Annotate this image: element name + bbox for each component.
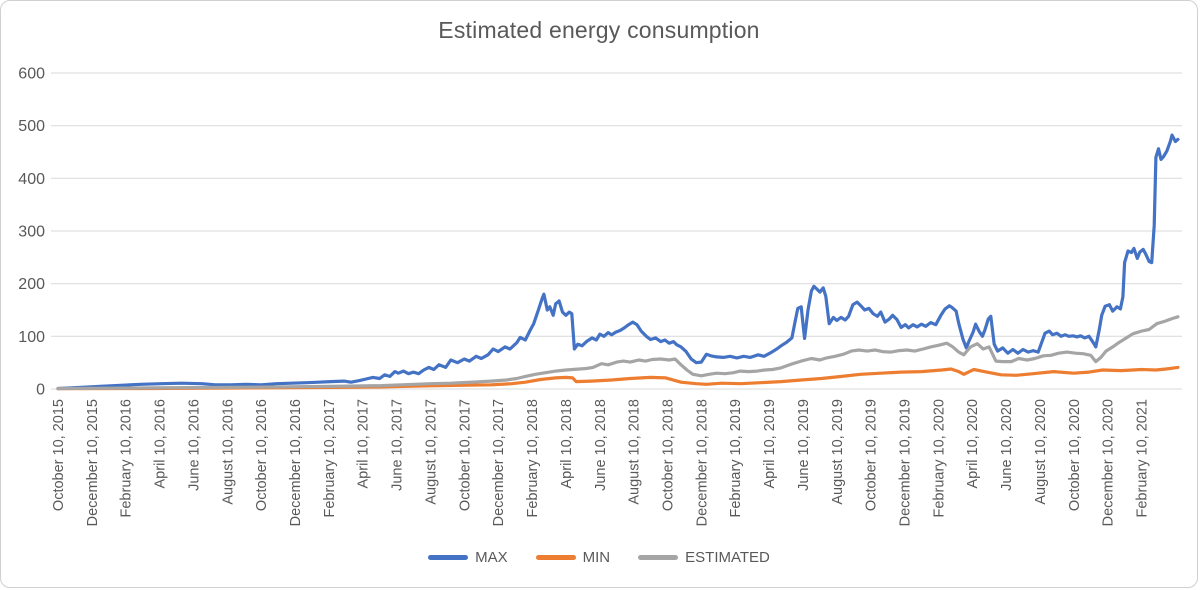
series-line-max	[56, 133, 1180, 391]
y-gridlines	[51, 72, 1182, 390]
x-tick-label: October 10, 2018	[661, 399, 677, 511]
x-tick-label: December 10, 2018	[694, 399, 710, 526]
x-tick-label: August 10, 2018	[627, 399, 643, 505]
x-tick-label: October 10, 2015	[51, 399, 67, 511]
x-tick-label: February 10, 2017	[322, 399, 338, 518]
legend-label: ESTIMATED	[685, 549, 770, 566]
legend-line-swatch-min	[535, 555, 576, 560]
legend-item-estimated: ESTIMATED	[638, 549, 770, 566]
x-tick-label: June 10, 2019	[796, 399, 812, 491]
y-tick-label: 0	[36, 382, 45, 399]
y-tick-label: 400	[18, 171, 45, 188]
y-tick-label: 200	[18, 276, 45, 293]
x-tick-label: April 10, 2016	[153, 399, 169, 488]
legend-line-swatch-estimated	[638, 555, 679, 560]
legend-label: MIN	[582, 549, 611, 566]
x-tick-label: April 10, 2018	[559, 399, 575, 488]
x-tick-label: June 10, 2017	[390, 399, 406, 491]
chart-title: Estimated energy consumption	[438, 17, 760, 43]
x-tick-label: October 10, 2020	[1067, 399, 1083, 511]
y-axis-labels: 0 100 200 300 400 500 600	[18, 66, 45, 399]
x-tick-label: February 10, 2016	[119, 399, 135, 518]
x-tick-label: April 10, 2017	[356, 399, 372, 488]
x-axis-labels: October 10, 2015 December 10, 2015 Februar…	[51, 399, 1151, 526]
x-tick-label: December 10, 2019	[898, 399, 914, 526]
series-line-min	[56, 365, 1180, 391]
legend-line-swatch-max	[428, 555, 469, 560]
x-tick-label: October 10, 2016	[254, 399, 270, 511]
x-tick-label: August 10, 2017	[424, 399, 440, 505]
series-line-estimated	[56, 315, 1180, 391]
x-tick-label: April 10, 2019	[762, 399, 778, 488]
x-tick-label: June 10, 2020	[999, 399, 1015, 491]
x-tick-label: December 10, 2017	[491, 399, 507, 526]
x-tick-label: June 10, 2018	[593, 399, 609, 491]
legend-item-max: MAX	[428, 549, 508, 566]
x-tick-label: October 10, 2019	[864, 399, 880, 511]
x-tick-label: April 10, 2020	[965, 399, 981, 488]
legend-label: MAX	[475, 549, 508, 566]
legend-item-min: MIN	[535, 549, 611, 566]
x-tick-label: August 10, 2020	[1033, 399, 1049, 505]
y-tick-label: 300	[18, 224, 45, 241]
legend: MAX MIN ESTIMATED	[1, 549, 1197, 566]
x-tick-label: February 10, 2019	[728, 399, 744, 518]
x-tick-label: February 10, 2020	[931, 399, 947, 518]
x-tick-label: February 10, 2021	[1135, 399, 1151, 518]
x-tick-label: August 10, 2016	[220, 399, 236, 505]
x-tick-label: February 10, 2018	[525, 399, 541, 518]
y-tick-label: 500	[18, 118, 45, 135]
x-tick-label: December 10, 2015	[85, 399, 101, 526]
x-tick-label: December 10, 2020	[1101, 399, 1117, 526]
x-tick-label: August 10, 2019	[830, 399, 846, 505]
x-tick-label: June 10, 2016	[186, 399, 202, 491]
x-tick-label: October 10, 2017	[457, 399, 473, 511]
x-tick-label: December 10, 2016	[288, 399, 304, 526]
y-tick-label: 100	[18, 329, 45, 346]
y-tick-label: 600	[18, 66, 45, 83]
